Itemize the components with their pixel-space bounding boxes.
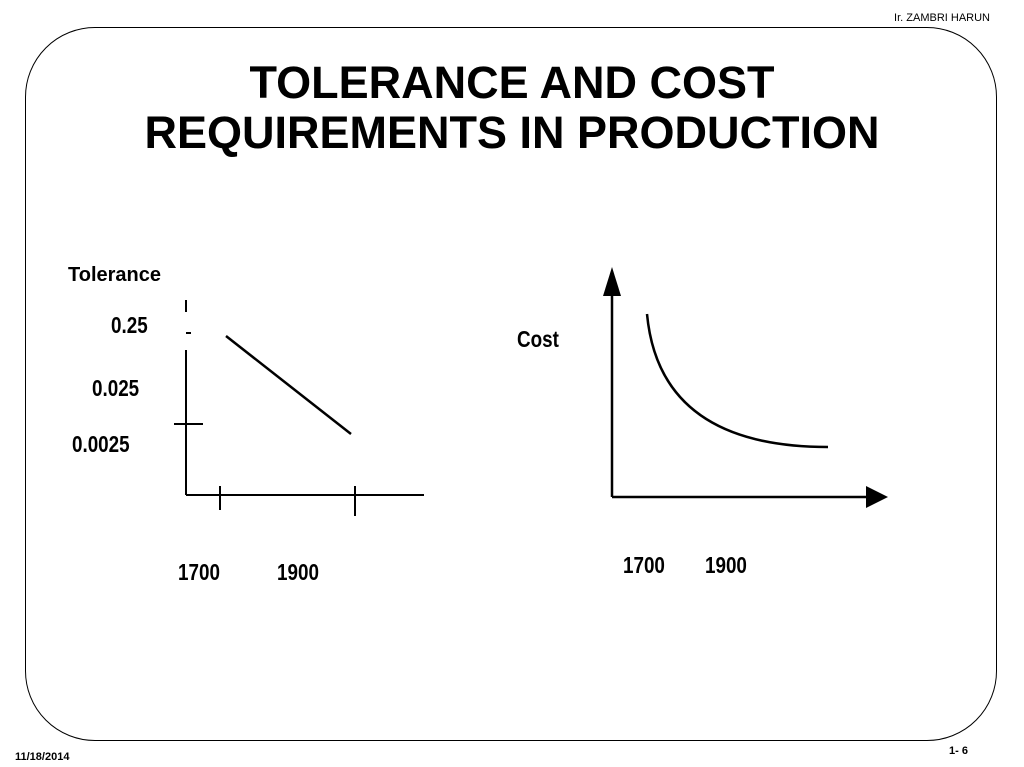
cost-x-axis-arrow xyxy=(866,486,888,508)
footer-date: 11/18/2014 xyxy=(15,751,70,763)
slide-frame xyxy=(25,27,997,741)
slide-title: TOLERANCE AND COST REQUIREMENTS IN PRODU… xyxy=(40,58,984,158)
tolerance-y-label-2: 0.0025 xyxy=(72,432,130,457)
tolerance-axis-label: Tolerance xyxy=(68,264,161,286)
tolerance-series-line xyxy=(225,335,352,435)
cost-x-label-0: 1700 xyxy=(623,553,665,578)
tolerance-y-label-0: 0.25 xyxy=(111,313,148,338)
page-number: 1- 6 xyxy=(949,745,968,757)
cost-axis-label: Cost xyxy=(517,327,559,352)
tolerance-x-label-1: 1900 xyxy=(277,560,319,585)
tolerance-chart: Tolerance 0.25 0.025 0.0025 1700 1900 xyxy=(68,264,424,585)
cost-series-curve xyxy=(645,313,829,449)
tolerance-y-label-1: 0.025 xyxy=(92,376,139,401)
tolerance-x-label-0: 1700 xyxy=(178,560,220,585)
cost-chart: Cost 1700 1900 xyxy=(517,267,888,578)
title-line-1: TOLERANCE AND COST xyxy=(249,57,775,108)
title-line-2: REQUIREMENTS IN PRODUCTION xyxy=(144,107,880,158)
author-name: Ir. ZAMBRI HARUN xyxy=(894,12,990,24)
cost-y-axis-arrow xyxy=(603,267,621,296)
cost-x-label-1: 1900 xyxy=(705,553,747,578)
